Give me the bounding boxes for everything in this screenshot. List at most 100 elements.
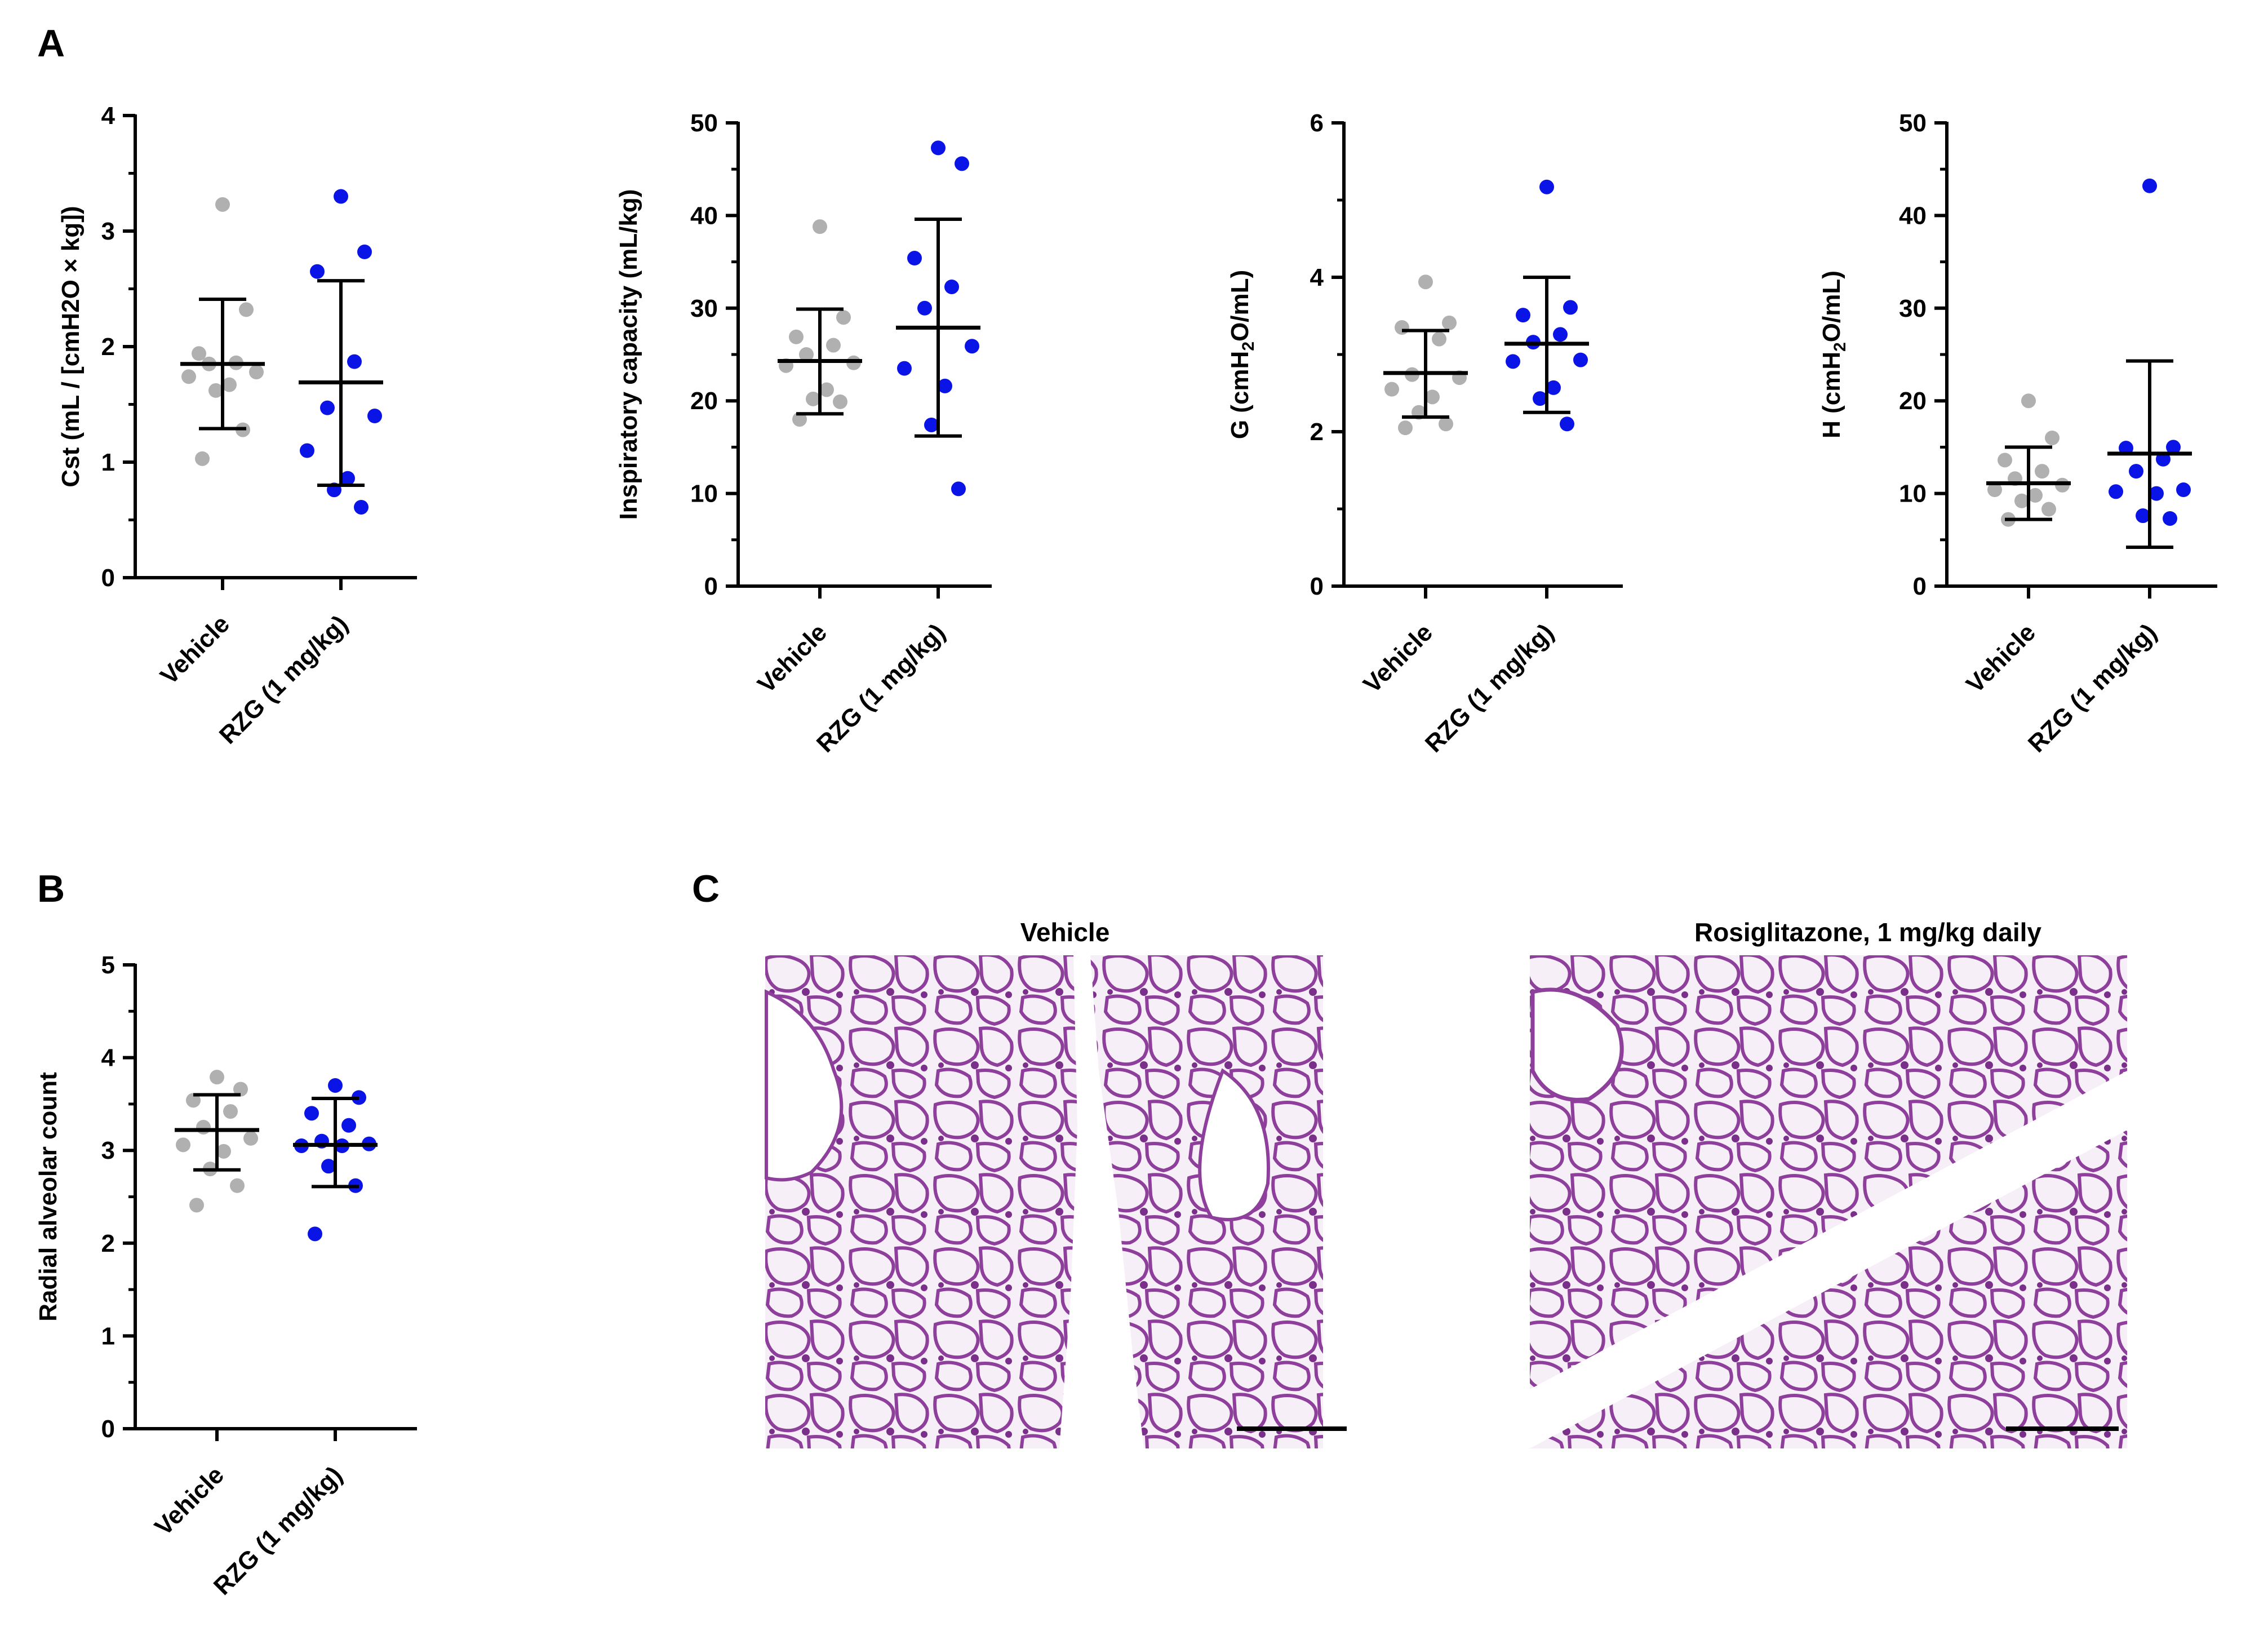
cst-point-rzg: [354, 499, 369, 515]
cst-tick-label-4: 4: [101, 102, 116, 130]
ic-tick-label-3: 30: [690, 295, 718, 322]
rac-category-label-vehicle: Vehicle: [149, 1461, 229, 1541]
g-tick-label-1: 2: [1310, 418, 1324, 446]
h-point-rzg: [2149, 486, 2164, 501]
h-point-rzg: [2142, 178, 2157, 193]
rac-point-vehicle: [230, 1178, 245, 1193]
g-point-rzg: [1553, 327, 1568, 342]
panel-letter-a: A: [37, 22, 65, 65]
ic-point-vehicle: [792, 412, 807, 427]
g-point-rzg: [1539, 179, 1554, 194]
rac-tick-label-1: 1: [101, 1322, 115, 1350]
g-point-rzg: [1563, 300, 1578, 315]
ic-tick-label-4: 40: [690, 202, 718, 229]
h-point-vehicle: [2014, 493, 2029, 508]
ic-point-rzg: [931, 140, 946, 156]
cst-point-vehicle: [215, 197, 230, 212]
rac-y-axis-title: Radial alveolar count: [34, 1072, 62, 1322]
g-point-rzg: [1546, 380, 1561, 395]
g-tick-label-0: 0: [1310, 573, 1324, 600]
rac-tick-label-2: 2: [101, 1230, 115, 1257]
cst-point-rzg: [300, 443, 314, 458]
h-tick-label-0: 0: [1913, 573, 1927, 600]
h-tick-label-4: 40: [1899, 202, 1927, 229]
h-point-vehicle: [2028, 488, 2043, 503]
ic-category-label-vehicle: Vehicle: [752, 618, 832, 698]
h-point-vehicle: [2045, 430, 2060, 445]
h-tick-label-2: 20: [1899, 387, 1927, 415]
panel-letter-b: B: [37, 867, 65, 910]
h-point-rzg: [2176, 482, 2191, 498]
ic-point-vehicle: [836, 310, 851, 325]
ic-point-vehicle: [799, 347, 814, 362]
g-point-vehicle: [1432, 331, 1446, 347]
g-point-rzg: [1516, 308, 1530, 323]
h-tick-label-5: 50: [1899, 109, 1927, 137]
ic-point-vehicle: [789, 329, 804, 344]
cst-point-vehicle: [222, 377, 237, 392]
g-tick-label-2: 4: [1310, 264, 1324, 291]
g-category-label-rzg: RZG (1 mg/kg): [1420, 618, 1559, 757]
g-point-vehicle: [1384, 382, 1399, 397]
rac-tick-label-4: 4: [101, 1044, 116, 1072]
ic-point-rzg: [897, 361, 912, 376]
h-point-vehicle: [2041, 502, 2056, 517]
cst-point-rzg: [320, 400, 335, 415]
ic-point-rzg: [917, 300, 932, 316]
ic-point-vehicle: [826, 338, 841, 353]
h-category-label-vehicle: Vehicle: [1961, 618, 2041, 698]
ic-point-rzg: [938, 378, 952, 393]
cst-point-rzg: [357, 244, 372, 259]
h-point-rzg: [2109, 484, 2123, 499]
cst-point-rzg: [347, 354, 362, 369]
g-point-vehicle: [1425, 389, 1440, 405]
ic-tick-label-5: 50: [690, 109, 718, 137]
ic-point-rzg: [951, 481, 966, 497]
h-point-vehicle: [1998, 453, 2012, 468]
micrograph-vehicle-title: Vehicle: [1020, 918, 1110, 947]
h-point-rzg: [2136, 508, 2150, 524]
h-point-vehicle: [1987, 482, 2002, 498]
cst-tick-label-0: 0: [101, 564, 115, 592]
rac-point-rzg: [308, 1226, 322, 1242]
g-point-vehicle: [1398, 420, 1413, 436]
cst-point-rzg: [310, 264, 325, 279]
rac-tick-label-0: 0: [101, 1415, 115, 1443]
cst-point-rzg: [340, 471, 355, 486]
ic-tick-label-0: 0: [704, 573, 718, 600]
rac-point-vehicle: [243, 1131, 258, 1146]
h-y-axis-title: H (cmH2O/mL): [1818, 271, 1849, 438]
rac-point-vehicle: [176, 1137, 190, 1153]
cst-point-vehicle: [208, 383, 223, 398]
cst-y-axis-title: Cst (mL / [cmH2O × kg]): [57, 206, 85, 487]
ic-point-vehicle: [813, 219, 827, 234]
g-point-rzg: [1560, 416, 1574, 432]
cst-point-vehicle: [195, 451, 210, 466]
ic-point-vehicle: [819, 382, 834, 397]
cst-point-rzg: [334, 189, 348, 204]
h-point-rzg: [2166, 440, 2181, 455]
cst-point-vehicle: [181, 369, 196, 384]
micrograph-rzg: [1530, 955, 2127, 1448]
rac-point-vehicle: [216, 1144, 231, 1159]
rac-point-vehicle: [196, 1120, 211, 1135]
micrograph-rzg-title: Rosiglitazone, 1 mg/kg daily: [1694, 918, 2041, 947]
cst-tick-label-1: 1: [101, 449, 115, 476]
rac-point-vehicle: [186, 1093, 201, 1108]
ic-point-rzg: [955, 156, 969, 171]
cst-category-label-vehicle: Vehicle: [155, 610, 235, 690]
cst-point-rzg: [367, 409, 382, 423]
ic-point-rzg: [965, 339, 979, 354]
rac-point-vehicle: [233, 1082, 248, 1097]
g-point-rzg: [1573, 352, 1588, 367]
ic-point-rzg: [944, 279, 959, 294]
cst-tick-label-3: 3: [101, 218, 115, 245]
h-point-rzg: [2129, 464, 2143, 479]
ic-point-vehicle: [833, 394, 847, 409]
chart-inspiratory-capacity: 0 10 20 30 40 50 Inspiratory capacity (mL/kg) V…: [615, 109, 992, 758]
g-point-vehicle: [1418, 274, 1433, 290]
